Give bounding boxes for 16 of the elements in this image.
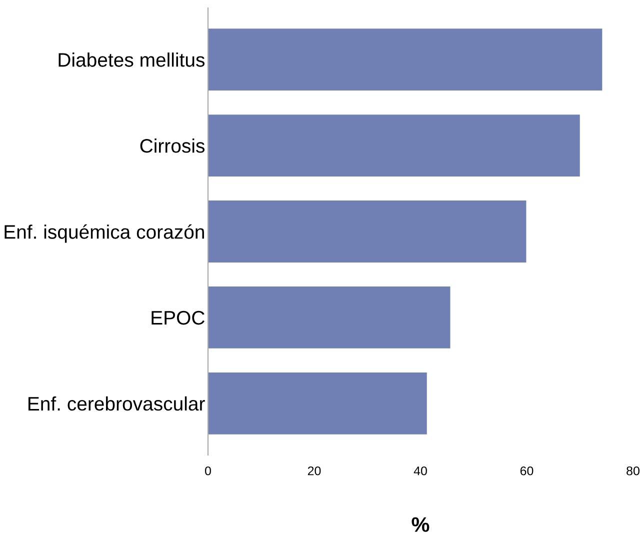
bar: [208, 200, 526, 262]
y-tick-label: Diabetes mellitus: [58, 52, 205, 67]
bar: [208, 114, 580, 176]
bar: [208, 28, 602, 91]
y-tick-label: EPOC: [152, 310, 204, 325]
x-tick-label: 40: [414, 466, 427, 476]
y-tick-label: Enf. isquémica corazón: [4, 224, 204, 243]
y-tick-label: Cirrosis: [140, 138, 205, 153]
x-tick-label: 60: [520, 466, 534, 476]
x-tick-label: 0: [205, 466, 211, 476]
x-tick-label: 20: [308, 466, 321, 476]
bar: [208, 286, 450, 348]
y-tick-label: Enf. cerebrovascular: [28, 396, 205, 411]
x-axis-title: %: [412, 517, 430, 532]
x-tick-label: 80: [626, 466, 640, 476]
bar: [208, 372, 427, 434]
